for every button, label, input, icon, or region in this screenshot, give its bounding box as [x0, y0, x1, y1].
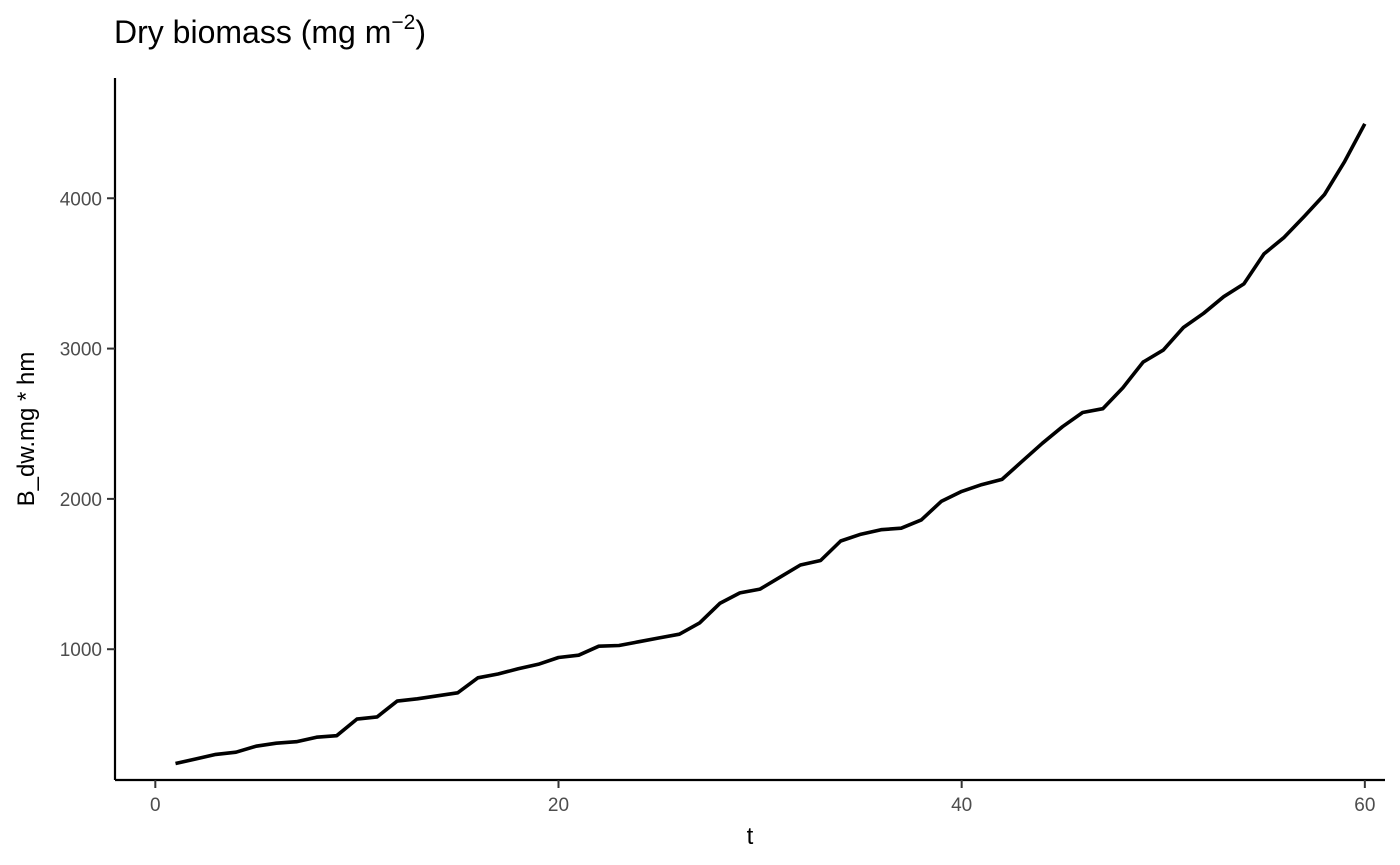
- chart-title-superscript: −2: [391, 11, 416, 34]
- chart-title: Dry biomass (mg m−2): [114, 11, 426, 51]
- x-tick-label: 20: [548, 795, 569, 816]
- plot-marks: [175, 122, 1367, 766]
- y-tick-label: 3000: [60, 340, 102, 361]
- y-axis-title: B_dw.mg * hm: [13, 352, 40, 507]
- y-tick-label: 2000: [60, 490, 102, 511]
- axes: 0 20 40 60 1000 2000 3000 4000: [60, 78, 1385, 816]
- x-axis-title: t: [747, 823, 754, 850]
- chart-title-text: Dry biomass (mg m: [114, 14, 392, 50]
- y-tick-label: 4000: [60, 189, 102, 210]
- x-tick-label: 40: [951, 795, 972, 816]
- chart-title-close: ): [415, 14, 426, 50]
- x-tick-label: 60: [1354, 795, 1375, 816]
- x-tick-label: 0: [150, 795, 161, 816]
- series-line: [175, 122, 1367, 766]
- y-tick-label: 1000: [60, 640, 102, 661]
